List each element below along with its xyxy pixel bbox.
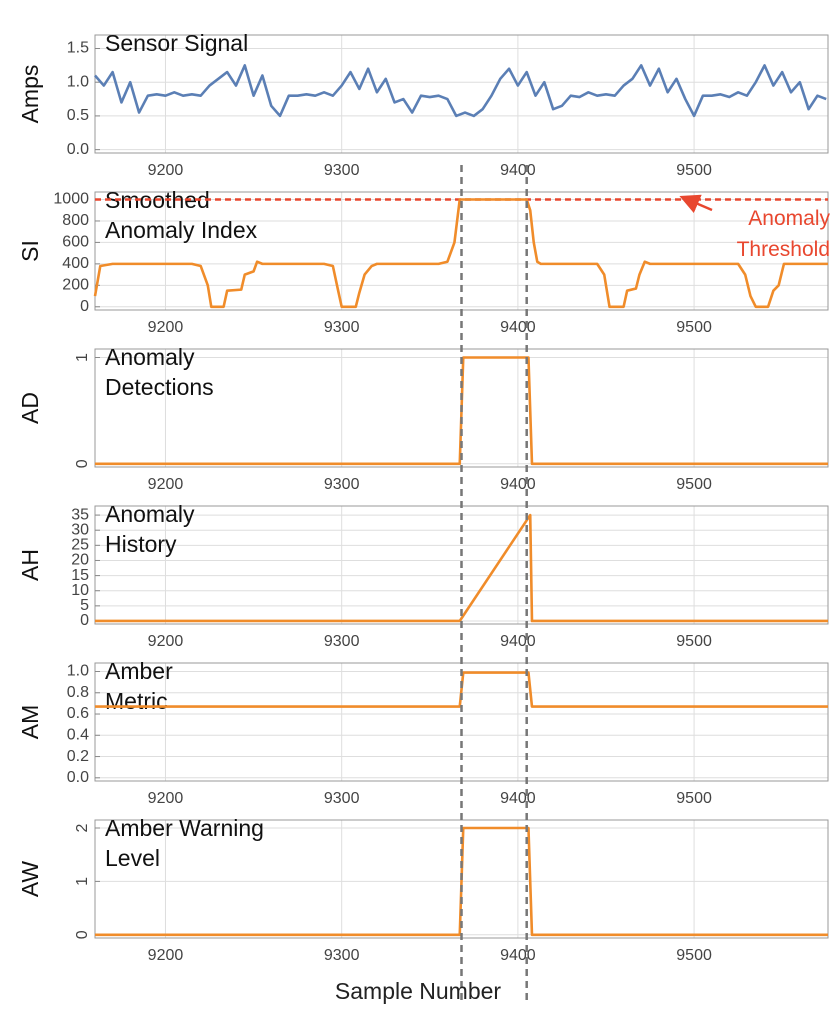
y-axis-label: AM <box>17 705 43 740</box>
x-tick-label: 9200 <box>148 633 184 650</box>
y-tick-label: 2 <box>74 823 91 832</box>
x-tick-label: 9500 <box>676 162 712 179</box>
y-tick-label: 1.0 <box>67 663 89 680</box>
y-tick-label: 10 <box>71 582 89 599</box>
panel-title: Anomaly <box>105 344 195 370</box>
x-tick-label: 9200 <box>148 947 184 964</box>
x-tick-label: 9500 <box>676 633 712 650</box>
x-tick-label: 9400 <box>500 633 536 650</box>
threshold-label: Threshold <box>737 238 830 261</box>
panel-title: Amber <box>105 658 173 684</box>
y-axis-label: AD <box>17 392 43 424</box>
x-tick-label: 9500 <box>676 476 712 493</box>
y-tick-label: 200 <box>62 277 89 294</box>
x-tick-label: 9400 <box>500 790 536 807</box>
x-tick-label: 9200 <box>148 319 184 336</box>
panel-title: Amber Warning <box>105 815 264 841</box>
panel: 0 1 9200 9300 9400 9500 AD Anomaly Detections <box>17 344 829 493</box>
x-tick-label: 9200 <box>148 162 184 179</box>
y-tick-label: 1 <box>74 353 91 362</box>
x-tick-label: 9500 <box>676 790 712 807</box>
x-tick-label: 9300 <box>324 947 360 964</box>
x-tick-label: 9200 <box>148 790 184 807</box>
y-axis-label: Amps <box>17 65 43 124</box>
panel-title: Level <box>105 845 160 871</box>
series-line <box>95 671 828 708</box>
y-axis-label: SI <box>17 240 43 262</box>
y-axis-label: AW <box>17 861 43 897</box>
y-tick-label: 5 <box>80 597 89 614</box>
x-tick-label: 9400 <box>500 319 536 336</box>
y-tick-label: 20 <box>71 552 89 569</box>
x-tick-label: 9400 <box>500 476 536 493</box>
panel: 0.0 0.5 1.0 1.5 9200 9300 9400 9500 Amps Sensor S… <box>17 30 829 179</box>
y-tick-label: 0 <box>80 298 89 315</box>
y-tick-label: 1 <box>74 877 91 886</box>
y-tick-label: 25 <box>71 537 89 554</box>
plot-frame <box>94 34 829 154</box>
y-tick-label: 0.0 <box>67 141 89 158</box>
y-tick-label: 0.2 <box>67 748 89 765</box>
y-tick-label: 0.4 <box>67 727 89 744</box>
y-tick-label: 1.5 <box>67 40 89 57</box>
y-tick-label: 30 <box>71 521 89 538</box>
panel-title: Sensor Signal <box>105 30 248 56</box>
y-tick-label: 0 <box>74 930 91 939</box>
x-axis-label: Sample Number <box>335 978 502 1004</box>
panel-title: Metric <box>105 688 168 714</box>
panel-title: History <box>105 531 177 557</box>
threshold-label: Anomaly <box>748 207 830 230</box>
x-tick-label: 9500 <box>676 319 712 336</box>
y-tick-label: 0 <box>74 459 91 468</box>
x-tick-label: 9300 <box>324 633 360 650</box>
x-tick-label: 9300 <box>324 162 360 179</box>
y-axis-label: AH <box>17 549 43 581</box>
y-tick-label: 0 <box>80 612 89 629</box>
series-line <box>95 513 828 623</box>
y-tick-label: 0.6 <box>67 705 89 722</box>
x-tick-label: 9200 <box>148 476 184 493</box>
series-line <box>95 356 828 466</box>
y-tick-label: 800 <box>62 212 89 229</box>
x-tick-label: 9400 <box>500 162 536 179</box>
y-tick-label: 0.5 <box>67 107 89 124</box>
x-tick-label: 9400 <box>500 947 536 964</box>
y-tick-label: 1000 <box>53 191 89 208</box>
panel: 0 1 2 9200 9300 9400 9500 AW Amber Warning Level <box>17 815 829 964</box>
panel-title: Anomaly <box>105 501 195 527</box>
panel: 0.0 0.2 0.4 0.6 0.8 1.0 9200 9300 9400 9500 AM Ambe… <box>17 658 829 807</box>
plots: 0.0 0.5 1.0 1.5 9200 9300 9400 9500 Amps Sensor S… <box>17 30 831 1000</box>
y-tick-label: 400 <box>62 255 89 272</box>
y-tick-label: 0.0 <box>67 769 89 786</box>
x-tick-label: 9300 <box>324 790 360 807</box>
y-tick-label: 1.0 <box>67 73 89 90</box>
y-tick-label: 35 <box>71 506 89 523</box>
series-line <box>93 198 828 309</box>
y-tick-label: 15 <box>71 567 89 584</box>
y-tick-label: 0.8 <box>67 684 89 701</box>
series-line <box>94 64 827 118</box>
x-tick-label: 9500 <box>676 947 712 964</box>
threshold-arrow <box>679 194 713 214</box>
series-line <box>95 826 828 937</box>
x-tick-label: 9300 <box>324 476 360 493</box>
panel-title: Anomaly Index <box>105 217 258 243</box>
x-tick-label: 9300 <box>324 319 360 336</box>
y-tick-label: 600 <box>62 234 89 251</box>
panel-title: Detections <box>105 374 214 400</box>
